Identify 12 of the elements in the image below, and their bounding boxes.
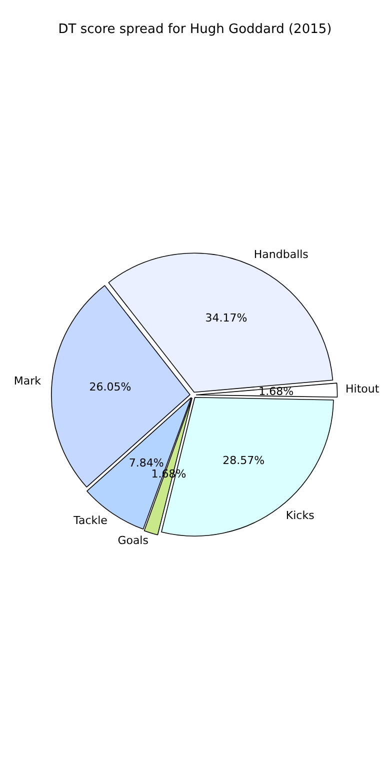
slice-label: Handballs (254, 248, 309, 261)
data-label: 7.84% (128, 456, 164, 470)
slice-label: Tackle (72, 514, 108, 528)
slice-label: Goals (118, 534, 149, 547)
data-label: 1.68% (258, 385, 294, 398)
slice-label: Kicks (286, 508, 315, 522)
data-label: 34.17% (205, 312, 248, 325)
chart-title: DT score spread for Hugh Goddard (2015) (57, 22, 333, 37)
data-label: 26.05% (89, 380, 132, 394)
slice-label: Hitout (346, 382, 380, 396)
slice-label: Mark (14, 374, 42, 388)
data-label: 28.57% (222, 454, 265, 467)
